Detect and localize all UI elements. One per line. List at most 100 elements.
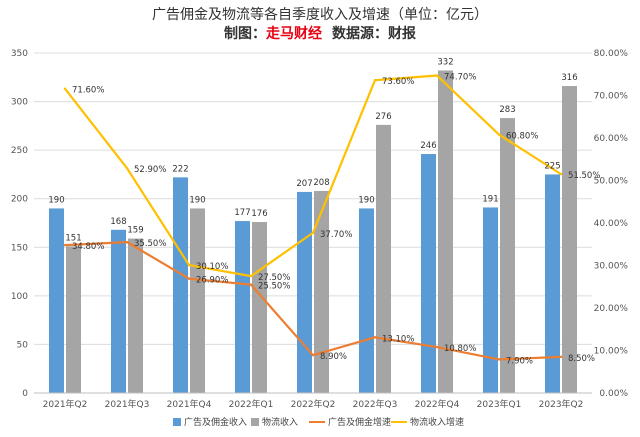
- chart-subtitle: 制图：走马财经 数据源：财报: [224, 25, 416, 42]
- line-point: [373, 336, 377, 339]
- bar: [252, 222, 267, 393]
- bar: [438, 70, 453, 393]
- bar: [359, 208, 374, 393]
- bar: [562, 86, 577, 394]
- bar-value-label: 225: [544, 161, 560, 171]
- line-point: [311, 231, 315, 234]
- y-right-tick-label: 80.00%: [594, 49, 629, 59]
- bar-value-label: 190: [189, 195, 205, 205]
- bar-value-label: 222: [172, 164, 188, 174]
- bar-value-label: 159: [127, 226, 143, 236]
- bar-value-label: 246: [420, 141, 436, 151]
- data-labels: 190 168 222 177 207 190 246 191 225 151 159 190 176 2…: [48, 57, 600, 366]
- x-tick-label: 2021年Q2: [43, 398, 88, 410]
- legend-swatch: [173, 418, 181, 426]
- bar-value-label: 316: [561, 73, 577, 83]
- bar: [235, 221, 250, 393]
- line-value-label: 25.50%: [258, 282, 290, 292]
- line-value-label: 73.60%: [382, 77, 414, 87]
- line-value-label: 35.50%: [134, 239, 166, 249]
- y-left-tick-label: 200: [11, 195, 28, 205]
- line-point: [63, 243, 67, 247]
- x-tick-label: 2022年Q2: [291, 398, 336, 410]
- line-point: [125, 166, 129, 170]
- grid: [34, 52, 592, 394]
- legend-label: 物流收入: [262, 416, 298, 428]
- line-value-label: 8.90%: [320, 352, 347, 362]
- bar-value-label: 151: [65, 233, 81, 243]
- bar-value-label: 177: [234, 208, 250, 218]
- line-value-label: 7.90%: [506, 356, 533, 366]
- bar: [297, 191, 312, 393]
- y-right-tick-label: 30.00%: [594, 262, 629, 272]
- subtitle-source: 数据源：财报: [332, 25, 416, 42]
- y-left-tick-label: 50: [17, 340, 29, 350]
- legend: 广告及佣金收入 物流收入 广告及佣金增速 物流收入增速: [173, 416, 464, 428]
- line-point: [497, 133, 501, 136]
- y-left-tick-label: 350: [11, 49, 28, 59]
- line-value-label: 34.80%: [72, 242, 104, 252]
- x-tick-label: 2022年Q3: [353, 398, 398, 410]
- y-right-tick-label: 60.00%: [594, 134, 629, 144]
- chart-title: 广告佣金及物流等各自季度收入及增速（单位：亿元）: [152, 6, 488, 23]
- y-right-tick-label: 0.00%: [599, 389, 628, 399]
- line-value-label: 37.70%: [320, 230, 352, 240]
- bar: [421, 154, 436, 393]
- legend-label: 广告及佣金收入: [184, 416, 247, 428]
- bar-value-label: 207: [296, 179, 312, 189]
- line-value-label: 27.50%: [258, 273, 290, 283]
- bar: [128, 238, 143, 393]
- y-right-tick-label: 20.00%: [594, 304, 629, 314]
- line-value-label: 52.90%: [134, 165, 166, 175]
- bar: [376, 124, 391, 393]
- bar-value-label: 190: [48, 195, 64, 205]
- bar: [483, 207, 498, 393]
- subtitle-prefix: 制图：: [224, 25, 266, 42]
- y-right-tick-label: 10.00%: [594, 347, 629, 357]
- bars: [49, 70, 577, 394]
- y-left-tick-label: 250: [11, 146, 28, 156]
- x-tick-label: 2021年Q4: [167, 398, 212, 410]
- subtitle-brand: 走马财经: [266, 25, 322, 42]
- line-point: [125, 240, 129, 244]
- legend-label: 广告及佣金增速: [328, 416, 391, 428]
- line-point: [63, 87, 67, 90]
- line-point: [559, 172, 563, 176]
- bar: [545, 174, 560, 393]
- bar: [111, 229, 126, 393]
- line-value-label: 10.80%: [444, 344, 476, 354]
- line-value-label: 74.70%: [444, 73, 476, 83]
- y-right-tick-label: 70.00%: [594, 92, 629, 102]
- y-left-tick-label: 300: [11, 98, 28, 108]
- legend-swatch: [251, 418, 259, 426]
- bar: [190, 208, 205, 393]
- line-point: [373, 79, 377, 82]
- bar: [49, 208, 64, 393]
- line-value-label: 30.10%: [196, 262, 228, 272]
- axes: 0 50 100 150 200 250 300 350 0.00% 10.00% 20.00% 30…: [11, 49, 629, 410]
- line-point: [435, 74, 439, 77]
- line-point: [311, 353, 315, 357]
- x-tick-label: 2023年Q1: [477, 398, 522, 410]
- bar: [66, 246, 81, 393]
- bar-value-label: 176: [251, 209, 267, 219]
- y-right-tick-label: 50.00%: [594, 177, 629, 187]
- bar-value-label: 276: [375, 112, 391, 122]
- bar-value-label: 332: [437, 57, 453, 67]
- y-left-tick-label: 150: [11, 243, 28, 253]
- bar-value-label: 283: [499, 105, 515, 115]
- line-value-label: 71.60%: [72, 86, 104, 96]
- bar-value-label: 168: [110, 217, 126, 227]
- bar: [173, 177, 188, 393]
- y-left-tick-label: 0: [22, 389, 28, 399]
- bar-value-label: 208: [313, 178, 329, 188]
- line-value-label: 60.80%: [506, 132, 538, 142]
- line-point: [435, 345, 439, 349]
- y-left-tick-label: 100: [11, 292, 28, 302]
- x-tick-label: 2023年Q2: [539, 398, 584, 410]
- bar-value-label: 191: [482, 194, 498, 204]
- line-value-label: 26.90%: [196, 276, 228, 286]
- x-tick-label: 2022年Q4: [415, 398, 460, 410]
- legend-label: 物流收入增速: [410, 416, 464, 428]
